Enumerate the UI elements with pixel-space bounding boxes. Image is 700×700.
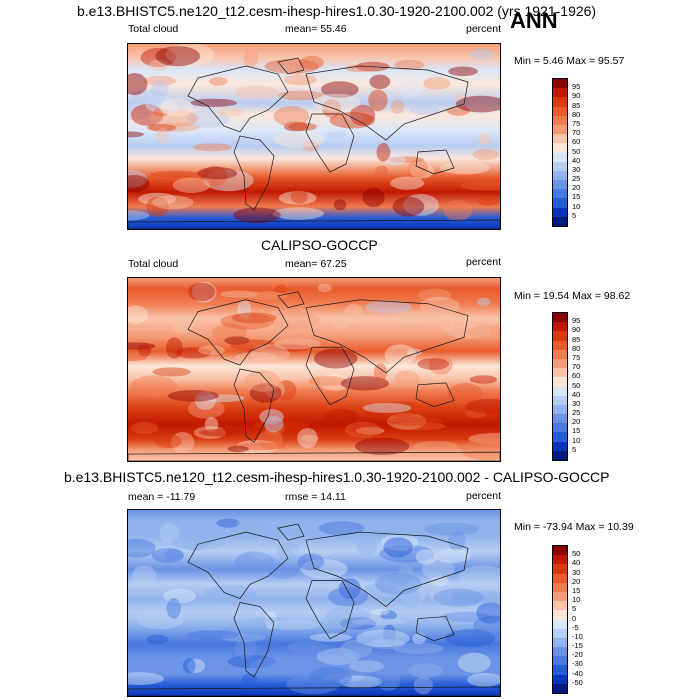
colorbar-tick-label: 10	[572, 595, 581, 605]
colorbar-tick-label: -30	[572, 659, 583, 669]
panel-left-label: mean = -11.79	[128, 491, 196, 503]
panel-mean-label: mean= 55.46	[285, 23, 347, 35]
panel-units-label: percent	[466, 256, 502, 268]
colorbar-tick-label: -15	[572, 641, 583, 651]
colorbar-tick-label: 75	[572, 118, 581, 128]
colorbar-tick-label: 25	[572, 174, 581, 184]
panel-title: CALIPSO-GOCCP	[261, 237, 378, 253]
colorbar-tick-label: -20	[572, 650, 583, 660]
colorbar-tick-label: 70	[572, 128, 581, 138]
colorbar-tick-label: 10	[572, 201, 581, 211]
min-max-label: Min = 19.54 Max = 98.62	[514, 290, 631, 302]
coastline	[305, 65, 469, 141]
map-field	[128, 44, 500, 229]
colorbar-obs	[552, 312, 568, 461]
map-model	[127, 43, 501, 230]
coastline	[128, 451, 500, 461]
colorbar-tick-label: 40	[572, 389, 581, 399]
colorbar-tick-label: 70	[572, 362, 581, 372]
coastline	[415, 616, 455, 642]
coastline	[415, 149, 455, 175]
colorbar-tick-label: 20	[572, 183, 581, 193]
coastline	[187, 531, 289, 599]
colorbar-model	[552, 78, 568, 227]
coastline	[305, 299, 469, 374]
panel-left-label: Total cloud	[128, 258, 179, 270]
colorbar-tick-label: 15	[572, 192, 581, 202]
colorbar-tick-label: 50	[572, 380, 581, 390]
panel-units-label: percent	[466, 490, 502, 502]
colorbar-tick-label: 60	[572, 137, 581, 147]
map-field	[128, 510, 500, 696]
coastline	[277, 291, 305, 309]
colorbar-tick-label: 60	[572, 371, 581, 381]
colorbar-tick-label: 90	[572, 91, 581, 101]
min-max-label: Min = 5.46 Max = 95.57	[514, 55, 625, 67]
colorbar-tick-label: -50	[572, 677, 583, 687]
colorbar-tick-label: 5	[572, 444, 577, 454]
colorbar-tick-label: -40	[572, 668, 583, 678]
colorbar-tick-label: 50	[572, 549, 581, 559]
colorbar-tick-label: 20	[572, 417, 581, 427]
panel-rmse-label: rmse = 14.11	[285, 491, 346, 503]
coastline	[305, 346, 355, 406]
colorbar-tick-label: 95	[572, 82, 581, 92]
colorbar-tick-label: 90	[572, 325, 581, 335]
colorbar-tick-label: 85	[572, 100, 581, 110]
map-diff	[127, 509, 501, 697]
colorbar-tick-label: -10	[572, 631, 583, 641]
colorbar-tick-label: 75	[572, 352, 581, 362]
colorbar-tick-label: 40	[572, 155, 581, 165]
coastline	[233, 368, 275, 443]
colorbar-tick-label: 95	[572, 316, 581, 326]
coastline	[305, 580, 355, 640]
panel-title: b.e13.BHISTC5.ne120_t12.cesm-ihesp-hires…	[77, 3, 597, 19]
colorbar-tick-label: 85	[572, 334, 581, 344]
coastline	[277, 523, 305, 541]
min-max-label: Min = -73.94 Max = 10.39	[514, 521, 634, 533]
colorbar-tick-label: 5	[572, 210, 577, 220]
colorbar-tick-label: 15	[572, 585, 581, 595]
colorbar-tick-label: 30	[572, 398, 581, 408]
coastline	[187, 65, 289, 133]
coastline	[128, 686, 500, 696]
colorbar-tick-label: 20	[572, 576, 581, 586]
coastline	[187, 299, 289, 366]
colorbar-tick-label: 30	[572, 567, 581, 577]
colorbar-tick-label: 30	[572, 164, 581, 174]
coastline	[128, 219, 500, 229]
colorbar-tick-label: 5	[572, 604, 577, 614]
panel-mean-label: mean= 67.25	[285, 258, 347, 270]
coastline	[233, 602, 275, 678]
coastline	[277, 57, 305, 75]
map-obs	[127, 277, 501, 462]
map-field	[128, 278, 500, 461]
season-label: ANN	[510, 8, 558, 33]
panel-units-label: percent	[466, 23, 502, 35]
colorbar-tick-label: 0	[572, 613, 577, 623]
coastline	[233, 135, 275, 211]
colorbar-tick-label: 15	[572, 426, 581, 436]
panel-title: b.e13.BHISTC5.ne120_t12.cesm-ihesp-hires…	[64, 469, 610, 485]
coastline	[305, 531, 469, 607]
colorbar-tick-label: 25	[572, 408, 581, 418]
colorbar-tick-label: 10	[572, 435, 581, 445]
colorbar-diff	[552, 545, 568, 694]
colorbar-tick-label: 80	[572, 109, 581, 119]
coastline	[415, 382, 455, 407]
panel-left-label: Total cloud	[128, 23, 179, 35]
coastline	[305, 113, 355, 173]
colorbar-tick-label: -5	[572, 622, 579, 632]
colorbar-tick-label: 80	[572, 343, 581, 353]
colorbar-tick-label: 50	[572, 146, 581, 156]
colorbar-tick-label: 40	[572, 558, 581, 568]
